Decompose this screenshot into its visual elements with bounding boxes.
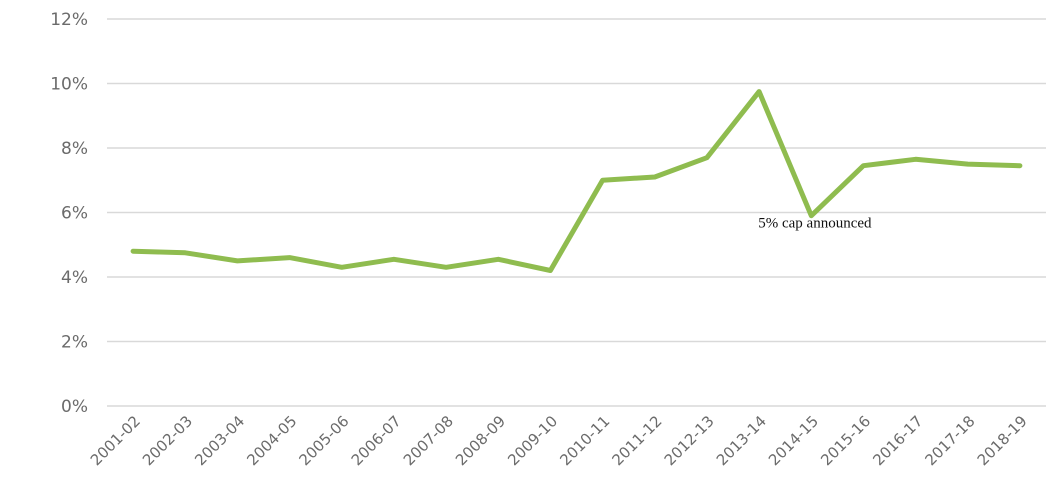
x-tick-label: 2002-03	[139, 412, 196, 469]
data-line	[130, 89, 1023, 273]
gridlines	[107, 18, 1046, 407]
x-axis-ticks: 2001-022002-032003-042004-052005-062006-…	[87, 412, 1031, 469]
annotation-label: 5% cap announced	[758, 216, 872, 232]
y-tick-label: 12%	[50, 10, 88, 30]
x-tick-label: 2008-09	[452, 412, 509, 469]
y-tick-label: 4%	[61, 268, 88, 288]
y-tick-label: 2%	[61, 333, 88, 353]
x-tick-label: 2005-06	[296, 412, 353, 469]
x-tick-label: 2007-08	[400, 412, 457, 469]
x-tick-label: 2017-18	[922, 412, 979, 469]
x-tick-label: 2012-13	[661, 412, 718, 469]
x-tick-label: 2015-16	[817, 412, 874, 469]
y-tick-label: 8%	[61, 139, 88, 159]
x-tick-label: 2001-02	[87, 412, 144, 469]
x-tick-label: 2013-14	[713, 412, 770, 469]
x-tick-label: 2014-15	[765, 412, 822, 469]
y-axis-ticks: 0% 2% 4% 6% 8% 10% 12%	[50, 10, 88, 417]
x-tick-label: 2009-10	[504, 412, 561, 469]
x-tick-label: 2006-07	[348, 412, 405, 469]
x-tick-label: 2018-19	[974, 412, 1031, 469]
y-tick-label: 6%	[61, 204, 88, 224]
x-tick-label: 2004-05	[243, 412, 300, 469]
x-tick-label: 2011-12	[609, 412, 666, 469]
annotations: 5% cap announced	[758, 216, 872, 232]
x-tick-label: 2016-17	[869, 412, 926, 469]
x-tick-label: 2010-11	[556, 412, 613, 469]
y-tick-label: 0%	[61, 397, 88, 417]
x-tick-label: 2003-04	[191, 412, 248, 469]
y-tick-label: 10%	[50, 75, 88, 95]
